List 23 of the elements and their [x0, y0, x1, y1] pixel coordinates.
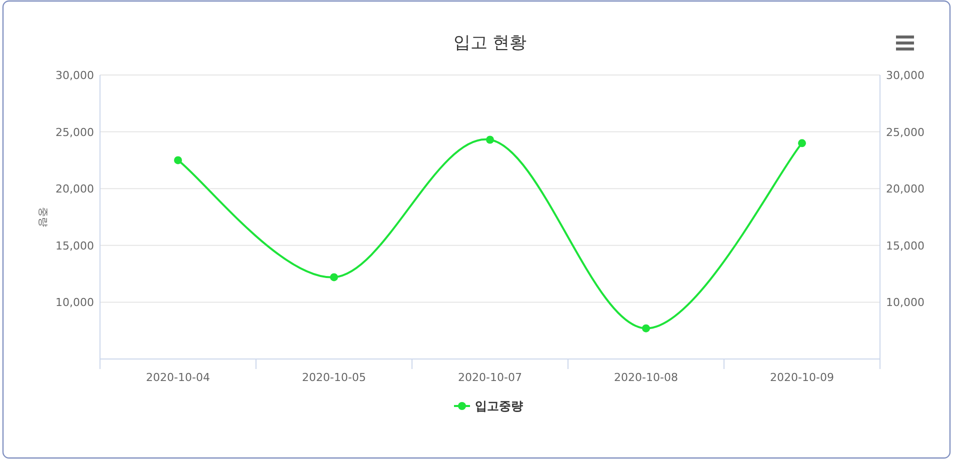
x-tick-label: 2020-10-05 — [302, 371, 366, 384]
y2-tick-label: 30,000 — [886, 69, 924, 82]
y-axis-title: 중량 — [37, 207, 48, 227]
x-tick-label: 2020-10-04 — [146, 371, 210, 384]
y2-tick-label: 15,000 — [886, 239, 924, 252]
y2-tick-label: 10,000 — [886, 296, 924, 310]
y-tick-label: 15,000 — [56, 239, 94, 252]
point — [642, 324, 650, 332]
point — [486, 136, 494, 144]
chart-title: 입고 현황 — [453, 33, 527, 53]
point — [174, 156, 182, 164]
y-tick-label: 30,000 — [56, 69, 94, 82]
x-tick-label: 2020-10-07 — [458, 371, 522, 384]
x-tick-label: 2020-10-09 — [770, 371, 834, 384]
x-tick-label: 2020-10-08 — [614, 371, 678, 384]
point — [798, 139, 806, 148]
y-tick-label: 20,000 — [56, 182, 94, 196]
point — [330, 273, 338, 282]
y2-tick-label: 20,000 — [886, 182, 924, 196]
legend-label: 입고중량 — [475, 399, 523, 413]
y-tick-label: 10,000 — [56, 296, 94, 310]
y2-tick-label: 25,000 — [886, 126, 924, 139]
y-tick-label: 25,000 — [56, 126, 94, 139]
